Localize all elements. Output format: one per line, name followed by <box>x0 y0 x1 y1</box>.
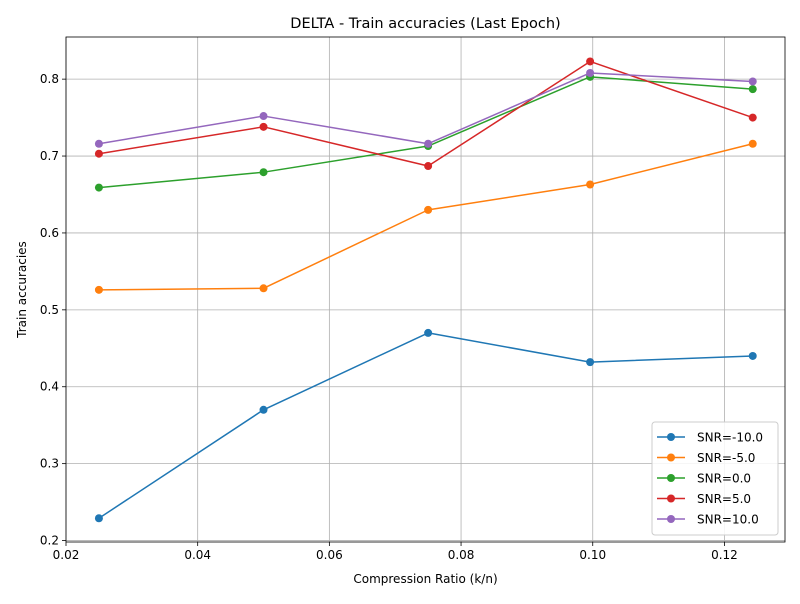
data-point <box>259 284 268 293</box>
data-point <box>94 139 103 148</box>
y-tick-label: 0.4 <box>40 380 59 394</box>
legend-label: SNR=0.0 <box>697 472 751 486</box>
y-tick-label: 0.2 <box>40 534 59 548</box>
x-tick-label: 0.02 <box>53 548 80 562</box>
legend-label: SNR=5.0 <box>697 492 751 506</box>
data-point <box>259 122 268 131</box>
legend-label: SNR=-10.0 <box>697 431 763 445</box>
axes-frame <box>65 36 786 543</box>
legend-items: SNR=-10.0 SNR=-5.0 SNR=0.0 SNR=5.0 SNR=10.0 <box>657 431 763 527</box>
data-point <box>94 149 103 158</box>
legend-label: SNR=10.0 <box>697 513 759 527</box>
series-3 <box>94 57 757 171</box>
legend-item: SNR=10.0 <box>657 513 759 527</box>
legend-marker <box>667 453 675 462</box>
series-1 <box>94 139 757 294</box>
legend-item: SNR=0.0 <box>657 472 751 486</box>
y-axis-label: Train accuracies <box>15 241 29 339</box>
series-0 <box>94 328 757 523</box>
x-tick-label: 0.06 <box>316 548 343 562</box>
data-point <box>748 113 757 122</box>
y-tick-label: 0.5 <box>40 303 59 317</box>
y-tick-label: 0.8 <box>40 72 59 86</box>
data-point <box>586 57 595 66</box>
x-tick-label: 0.08 <box>448 548 475 562</box>
legend-item: SNR=-5.0 <box>657 451 755 465</box>
legend: SNR=-10.0 SNR=-5.0 SNR=0.0 SNR=5.0 SNR=10.0 <box>651 421 779 536</box>
data-point <box>748 77 757 86</box>
y-tick-label: 0.7 <box>40 149 59 163</box>
y-tick-label: 0.6 <box>40 226 59 240</box>
legend-marker <box>667 474 675 482</box>
legend-marker <box>667 515 675 523</box>
legend-box <box>651 421 779 536</box>
data-point <box>748 85 757 94</box>
data-point <box>94 183 103 192</box>
data-point <box>748 139 757 148</box>
data-point <box>424 162 433 171</box>
data-point <box>424 328 433 337</box>
axes: 0.02 0.04 0.06 0.08 0.10 0.12 0.2 0.3 0.4 0.5 0.6 0… <box>40 36 786 562</box>
data-point <box>259 168 268 177</box>
x-tick-label: 0.12 <box>711 548 738 562</box>
legend-label: SNR=-5.0 <box>697 451 755 465</box>
series-4 <box>94 68 757 148</box>
data-point <box>586 68 595 77</box>
data-point <box>424 139 433 148</box>
data-point <box>94 514 103 523</box>
data-point <box>259 112 268 121</box>
x-tick-label: 0.10 <box>579 548 606 562</box>
legend-marker <box>667 433 675 441</box>
data-point <box>424 205 433 214</box>
x-axis-label: Compression Ratio (k/n) <box>353 572 497 586</box>
chart-title: DELTA - Train accuracies (Last Epoch) <box>290 16 560 32</box>
data-point <box>586 180 595 189</box>
data-point <box>94 285 103 294</box>
series-layer <box>94 57 757 523</box>
legend-item: SNR=-10.0 <box>657 431 763 445</box>
legend-marker <box>667 494 675 503</box>
x-tick-label: 0.04 <box>184 548 211 562</box>
data-point <box>748 351 757 360</box>
legend-item: SNR=5.0 <box>657 492 751 506</box>
y-tick-label: 0.3 <box>40 457 59 471</box>
data-point <box>586 358 595 367</box>
data-point <box>259 405 268 414</box>
